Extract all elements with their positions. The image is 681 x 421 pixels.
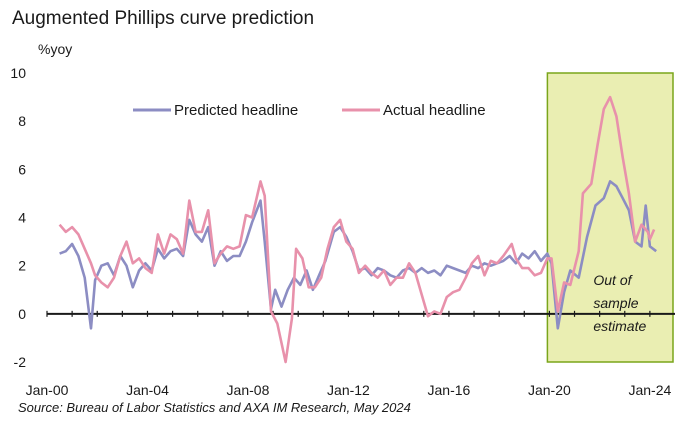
x-tick-label: Jan-16	[428, 382, 471, 398]
out-of-sample-label-line-3: estimate	[593, 318, 646, 334]
y-tick-label: -2	[14, 354, 27, 370]
y-tick-label: 6	[18, 161, 26, 177]
highlight-layer: Out of sample estimate	[546, 72, 674, 363]
source-note: Source: Bureau of Labor Statistics and A…	[18, 400, 411, 415]
y-tick-label: 4	[18, 210, 26, 226]
y-tick-label: 8	[18, 113, 26, 129]
legend-label-actual-headline: Actual headline	[383, 102, 486, 119]
x-tick-label: Jan-04	[126, 382, 169, 398]
legend-label-predicted-headline: Predicted headline	[174, 102, 298, 119]
chart-title: Augmented Phillips curve prediction	[12, 8, 314, 29]
y-axis-label: %yoy	[38, 41, 72, 57]
y-axis-ticks: -2 0 2 4 6 8 10	[10, 65, 26, 370]
out-of-sample-label-line-2: sample	[593, 295, 638, 311]
y-tick-label: 0	[18, 306, 26, 322]
out-of-sample-label-line-1: Out of	[593, 272, 633, 288]
x-tick-label: Jan-20	[528, 382, 571, 398]
x-tick-label: Jan-00	[26, 382, 69, 398]
y-tick-label: 10	[10, 65, 26, 81]
x-axis: Jan-00 Jan-04 Jan-08 Jan-12 Jan-16 Jan-20 Jan-…	[26, 310, 675, 398]
x-tick-label: Jan-24	[628, 382, 671, 398]
x-tick-label: Jan-08	[227, 382, 270, 398]
x-tick-label: Jan-12	[327, 382, 370, 398]
series-layer	[58, 95, 657, 364]
y-tick-label: 2	[18, 258, 26, 274]
series-line-actual-headline	[58, 95, 656, 364]
legend: Predicted headline Actual headline	[133, 102, 486, 119]
